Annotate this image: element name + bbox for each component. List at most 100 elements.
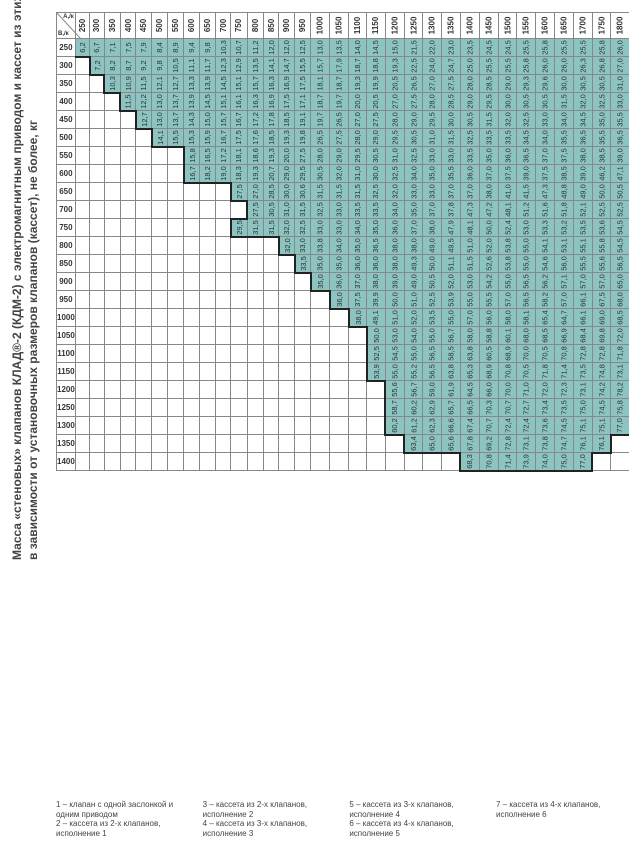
cell: 49,5 <box>442 237 461 255</box>
col-header: 1800 <box>611 13 629 39</box>
cell <box>75 147 89 165</box>
cell: 58,0 <box>460 327 479 345</box>
cell <box>184 237 200 255</box>
cell <box>200 219 216 237</box>
cell: 61,9 <box>442 381 461 399</box>
cell <box>136 129 152 147</box>
cell: 29,5 <box>423 111 442 129</box>
cell: 36,0 <box>498 147 517 165</box>
cell: 13,9 <box>200 75 216 93</box>
cell: 72,0 <box>611 327 629 345</box>
cell: 37,0 <box>536 147 555 165</box>
cell: 69,2 <box>479 435 498 453</box>
cell: 47,9 <box>442 219 461 237</box>
cell <box>279 327 295 345</box>
cell: 13,5 <box>330 39 349 57</box>
cell: 67,8 <box>460 435 479 453</box>
cell <box>168 291 184 309</box>
cell <box>75 291 89 309</box>
cell: 33,5 <box>460 147 479 165</box>
cell <box>200 183 216 201</box>
cell: 65,4 <box>536 309 555 327</box>
cell: 31,5 <box>554 93 573 111</box>
cell <box>104 129 120 147</box>
cell: 60,2 <box>404 399 423 417</box>
cell <box>152 363 168 381</box>
cell: 52,4 <box>498 219 517 237</box>
cell: 54,5 <box>611 219 629 237</box>
cell <box>311 291 330 309</box>
cell: 18,3 <box>231 165 247 183</box>
cell <box>75 165 89 183</box>
cell: 70,5 <box>517 363 536 381</box>
cell: 73,8 <box>536 435 555 453</box>
cell: 15,3 <box>184 129 200 147</box>
cell <box>215 399 231 417</box>
cell: 31,5 <box>442 129 461 147</box>
col-header: 1400 <box>460 13 479 39</box>
cell: 51,2 <box>517 201 536 219</box>
cell <box>184 309 200 327</box>
cell: 69,0 <box>592 309 611 327</box>
cell: 26,0 <box>536 57 555 75</box>
cell <box>168 147 184 165</box>
col-header: 850 <box>263 13 279 39</box>
cell <box>136 183 152 201</box>
cell: 12,1 <box>152 75 168 93</box>
cell <box>311 309 330 327</box>
cell <box>136 435 152 453</box>
cell <box>263 309 279 327</box>
cell: 34,0 <box>404 165 423 183</box>
cell: 53,0 <box>385 327 404 345</box>
cell: 10,5 <box>168 57 184 75</box>
cell <box>168 165 184 183</box>
cell <box>152 327 168 345</box>
cell: 18,6 <box>247 147 263 165</box>
cell <box>295 291 311 309</box>
cell: 35,5 <box>554 129 573 147</box>
cell: 59,0 <box>423 381 442 399</box>
cell: 72,4 <box>517 417 536 435</box>
cell: 13,9 <box>184 93 200 111</box>
cell: 39,0 <box>385 273 404 291</box>
cell: 34,0 <box>330 237 349 255</box>
cell: 53,9 <box>367 363 385 381</box>
cell <box>90 75 104 93</box>
cell: 38,0 <box>385 255 404 273</box>
legend-col: 5 – кассета из 3-х клапанов, исполнение … <box>349 800 469 838</box>
cell: 35,0 <box>404 201 423 219</box>
cell <box>184 201 200 219</box>
cell: 66,1 <box>573 291 592 309</box>
cell: 16,7 <box>184 165 200 183</box>
cell <box>263 399 279 417</box>
cell <box>215 237 231 255</box>
cell: 14,7 <box>279 57 295 75</box>
cell: 26,5 <box>404 75 423 93</box>
cell: 8,9 <box>168 39 184 57</box>
cell <box>247 345 263 363</box>
cell <box>168 219 184 237</box>
cell: 68,3 <box>460 453 479 471</box>
cell: 64,7 <box>554 309 573 327</box>
cell: 36,0 <box>349 255 367 273</box>
cell: 15,1 <box>231 75 247 93</box>
cell <box>136 237 152 255</box>
cell: 12,2 <box>136 93 152 111</box>
cell: 55,0 <box>442 309 461 327</box>
col-header: 400 <box>120 13 136 39</box>
cell: 63,8 <box>442 363 461 381</box>
cell: 25,8 <box>592 39 611 57</box>
row-header: 250 <box>57 39 76 57</box>
cell <box>104 363 120 381</box>
cell <box>90 201 104 219</box>
cell: 37,5 <box>498 165 517 183</box>
cell: 31,5 <box>330 183 349 201</box>
cell: 54,5 <box>611 237 629 255</box>
cell <box>404 453 423 471</box>
cell: 28,0 <box>349 129 367 147</box>
cell <box>75 219 89 237</box>
cell <box>120 219 136 237</box>
cell: 33,8 <box>311 237 330 255</box>
title-block: Масса «стеновых» клапанов КЛАД®-2 (КДМ-2… <box>10 0 41 560</box>
cell <box>215 435 231 453</box>
